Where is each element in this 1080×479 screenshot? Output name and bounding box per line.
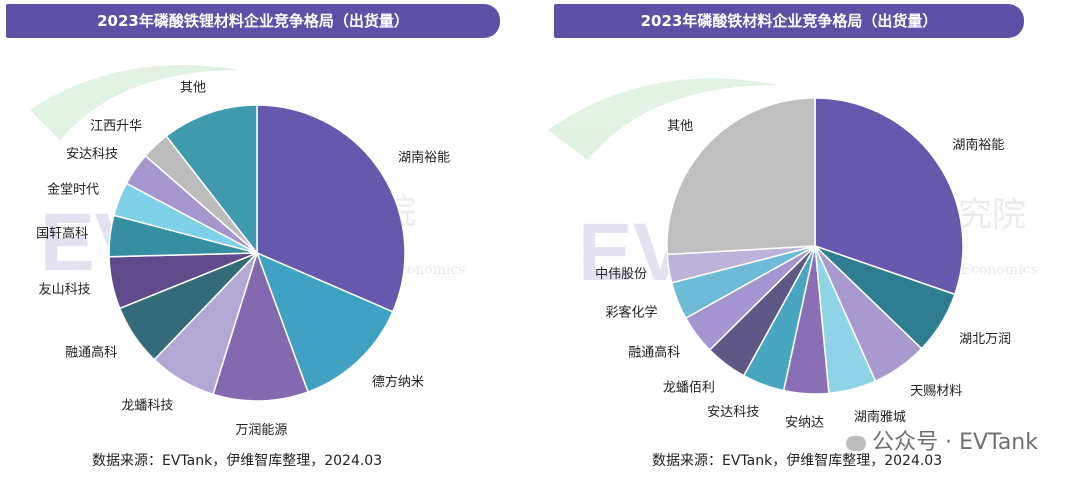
pie-slice	[255, 251, 394, 393]
wechat-icon	[846, 435, 867, 451]
source-note: 数据来源：EVTank，伊维智库整理，2024.03	[652, 453, 943, 469]
slice-label: 中伟股份	[595, 267, 647, 282]
slice-label: 湖南裕能	[952, 137, 1004, 153]
slice-label: 江西升华	[90, 119, 142, 134]
wechat-watermark: 公众号 · EVTank	[846, 424, 1038, 456]
pie-slice	[165, 104, 258, 256]
slice-label: 安纳达	[785, 416, 824, 431]
pie-slice	[212, 250, 309, 402]
slice-label: 融通高科	[628, 345, 680, 361]
chart-panel-fp: 2023年磷酸铁材料企业竞争格局（出货量） EVTank 伊维经济研究院 伊维 …	[548, 0, 1078, 479]
slice-label: 友山科技	[39, 282, 91, 298]
chart-panel-lfp: 2023年磷酸铁锂材料企业竞争格局（出货量） EVTank 伊维经济研究院 伊维…	[0, 0, 530, 479]
pie-slice	[666, 97, 816, 256]
slice-label: 湖南裕能	[398, 149, 450, 165]
slice-label: 龙蟠科技	[121, 398, 173, 413]
slice-label: 安达科技	[66, 147, 118, 162]
chart-title: 2023年磷酸铁锂材料企业竞争格局（出货量）	[6, 4, 500, 38]
source-note: 数据来源：EVTank，伊维智库整理，2024.03	[92, 453, 383, 469]
slice-label: 其他	[180, 80, 206, 95]
pie-slice	[814, 97, 964, 296]
slice-label: 湖南雅城	[854, 409, 906, 425]
slice-label: 融通高科	[65, 344, 117, 360]
slice-label: 金堂时代	[47, 182, 99, 198]
slice-label: 德方纳米	[372, 374, 424, 390]
slice-label: 其他	[667, 119, 693, 134]
slice-label: 龙蟠佰利	[663, 380, 715, 395]
pie-chart-fp: EVTank 伊维经济研究院 伊维 智库 China YiWei Institu…	[548, 78, 1038, 431]
slice-label: 湖北万润	[959, 332, 1011, 347]
slice-label: 国轩高科	[36, 226, 88, 242]
chart-title: 2023年磷酸铁材料企业竞争格局（出货量）	[554, 4, 1024, 38]
slice-label: 万润能源	[235, 423, 287, 438]
slice-label: 天赐材料	[910, 384, 962, 399]
slice-label: 安达科技	[707, 405, 759, 420]
slice-label: 彩客化学	[606, 304, 658, 320]
pie-chart-lfp: EVTank 伊维经济研究院 伊维 智库 China YiWei Institu…	[30, 65, 466, 438]
pie-slice	[256, 104, 406, 313]
